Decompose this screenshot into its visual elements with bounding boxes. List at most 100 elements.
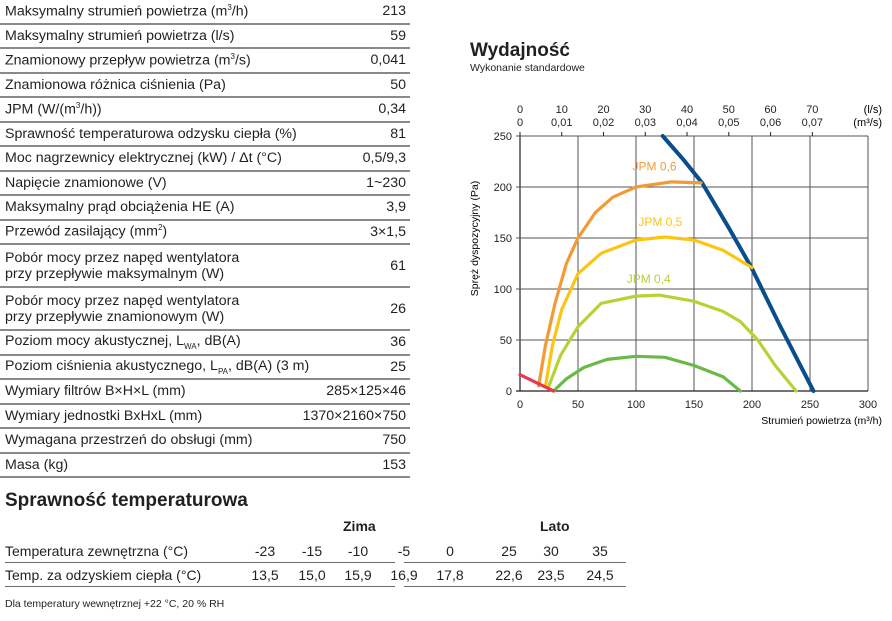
after-value: 15,0 [298, 567, 326, 583]
performance-subtitle: Wykonanie standardowe [470, 62, 585, 74]
spec-label: Maksymalny strumień powietrza (l/s) [5, 27, 235, 44]
spec-value: 3,9 [386, 199, 406, 216]
spec-label: Moc nagrzewnicy elektrycznej (kW) / Δt (… [5, 150, 282, 167]
top-m3s-label: 0,04 [676, 117, 697, 129]
outdoor-value: 30 [543, 543, 559, 559]
spec-label: Znamionowa różnica ciśnienia (Pa) [5, 76, 226, 93]
spec-row: Poziom mocy akustycznej, LWA, dB(A) 36 [0, 331, 410, 356]
top-ls-label: 70 [806, 104, 818, 116]
spec-row: Pobór mocy przez napęd wentylatora przy p… [0, 288, 410, 331]
performance-chart: 0 50 100 150 200 250 30005010015020025000100,0… [469, 104, 882, 427]
spec-label: Wymagana przestrzeń do obsługi (mm) [5, 432, 253, 449]
spec-value: 213 [382, 3, 406, 20]
spec-row: Masa (kg) 153 [0, 454, 410, 478]
top-ls-label: 20 [597, 104, 609, 116]
top-ls-label: 10 [556, 104, 568, 116]
spec-label: Pobór mocy przez napęd wentylatora przy p… [5, 249, 240, 282]
top-m3s-label: 0,05 [718, 117, 739, 129]
series-label: JPM 0,6 [633, 160, 677, 174]
series-line-min [552, 354, 742, 393]
spec-row: Pobór mocy przez napęd wentylatora przy p… [0, 245, 410, 288]
outdoor-value: -5 [397, 543, 411, 559]
outdoor-value: -10 [347, 543, 369, 559]
spec-row: Sprawność temperaturowa odzysku ciepła (… [0, 123, 410, 147]
row-outdoor-label: Temperatura zewnętrzna (°C) [5, 543, 188, 559]
y-tick-label: 0 [506, 386, 512, 398]
outdoor-value: -15 [301, 543, 323, 559]
y-tick-label: 250 [494, 131, 512, 143]
after-value: 13,5 [251, 567, 279, 583]
outdoor-value: 35 [592, 543, 608, 559]
x-tick-label: 300 [859, 399, 877, 411]
spec-row: Napięcie znamionowe (V) 1~230 [0, 172, 410, 196]
spec-value: 0,5/9,3 [362, 150, 406, 167]
row-after-label: Temp. za odzyskiem ciepła (°C) [5, 567, 202, 583]
spec-label: Maksymalny prąd obciążenia HE (A) [5, 199, 235, 216]
top-m3s-label: 0,03 [635, 117, 656, 129]
spec-row: Wymagana przestrzeń do obsługi (mm) 750 [0, 429, 410, 454]
y-tick-label: 150 [494, 233, 512, 245]
x-tick-label: 0 [517, 399, 523, 411]
spec-row: Wymiary jednostki BxHxL (mm) 1370×2160×75… [0, 405, 410, 429]
series-line-jpm-0-6 [537, 180, 703, 388]
top-ls-label: 50 [723, 104, 735, 116]
y-tick-label: 50 [500, 335, 512, 347]
spec-value: 81 [390, 125, 406, 142]
outdoor-value: -23 [254, 543, 276, 559]
spec-label: Wymiary filtrów B×H×L (mm) [5, 383, 186, 400]
x-tick-label: 50 [572, 399, 584, 411]
spec-value: 750 [382, 432, 406, 449]
spec-label: JPM (W/(m3/h)) [5, 100, 102, 118]
winter-header: Zima [343, 518, 376, 534]
spec-row: Znamionowa różnica ciśnienia (Pa) 50 [0, 74, 410, 98]
series-line-jpm-0-5 [543, 235, 754, 388]
x-tick-label: 100 [627, 399, 645, 411]
y-tick-label: 200 [494, 182, 512, 194]
top-ls-label: 40 [681, 104, 693, 116]
spec-row: Maksymalny prąd obciążenia HE (A) 3,9 [0, 196, 410, 221]
spec-label: Poziom ciśnienia akustycznego, LPA, dB(A… [5, 357, 310, 376]
spec-label: Znamionowy przepływ powietrza (m3/s) [5, 51, 251, 69]
top-m3s-label: 0 [517, 117, 523, 129]
spec-value: 3×1,5 [370, 223, 406, 240]
series-line-max [660, 134, 816, 393]
spec-value: 1370×2160×750 [302, 407, 406, 424]
after-value: 17,8 [436, 567, 464, 583]
spec-table: Maksymalny strumień powietrza (m3/h) 213 M… [0, 0, 410, 478]
spec-value: 59 [390, 27, 406, 44]
spec-value: 36 [390, 334, 406, 351]
after-value: 24,5 [586, 567, 614, 583]
y-tick-label: 100 [494, 284, 512, 296]
spec-row: Przewód zasilający (mm2) 3×1,5 [0, 221, 410, 245]
spec-label: Pobór mocy przez napęd wentylatora przy p… [5, 292, 240, 325]
spec-value: 50 [390, 76, 406, 93]
after-value: 23,5 [537, 567, 565, 583]
spec-value: 285×125×46 [326, 383, 406, 400]
top-m3s-label: 0,06 [760, 117, 781, 129]
spec-row: Znamionowy przepływ powietrza (m3/s) 0,04… [0, 49, 410, 74]
series-line-jpm-0-4 [547, 293, 798, 393]
spec-label: Maksymalny strumień powietrza (m3/h) [5, 2, 249, 20]
spec-row: Maksymalny strumień powietrza (m3/h) 213 [0, 0, 410, 25]
after-value: 15,9 [344, 567, 372, 583]
spec-value: 0,041 [370, 52, 406, 69]
after-value: 16,9 [390, 567, 418, 583]
top-ls-label: 0 [517, 104, 523, 116]
performance-title: Wydajność [470, 40, 570, 61]
spec-label: Wymiary jednostki BxHxL (mm) [5, 407, 203, 424]
spec-row: Wymiary filtrów B×H×L (mm) 285×125×46 [0, 380, 410, 405]
x-tick-label: 150 [685, 399, 703, 411]
spec-value: 1~230 [366, 174, 406, 191]
spec-value: 0,34 [378, 101, 406, 118]
efficiency-title: Sprawność temperaturowa [5, 490, 248, 511]
spec-label: Poziom mocy akustycznej, LWA, dB(A) [5, 333, 241, 352]
series-line-limit [518, 373, 556, 393]
x-axis-label: Strumień powietrza (m³/h) [761, 415, 882, 427]
x-tick-label: 200 [743, 399, 761, 411]
series-label: JPM 0,4 [627, 272, 671, 286]
top-ls-label: 30 [639, 104, 651, 116]
top-m3s-label: 0,07 [802, 117, 823, 129]
spec-value: 61 [390, 257, 406, 274]
spec-value: 26 [390, 300, 406, 317]
top-m3s-label: 0,01 [551, 117, 572, 129]
